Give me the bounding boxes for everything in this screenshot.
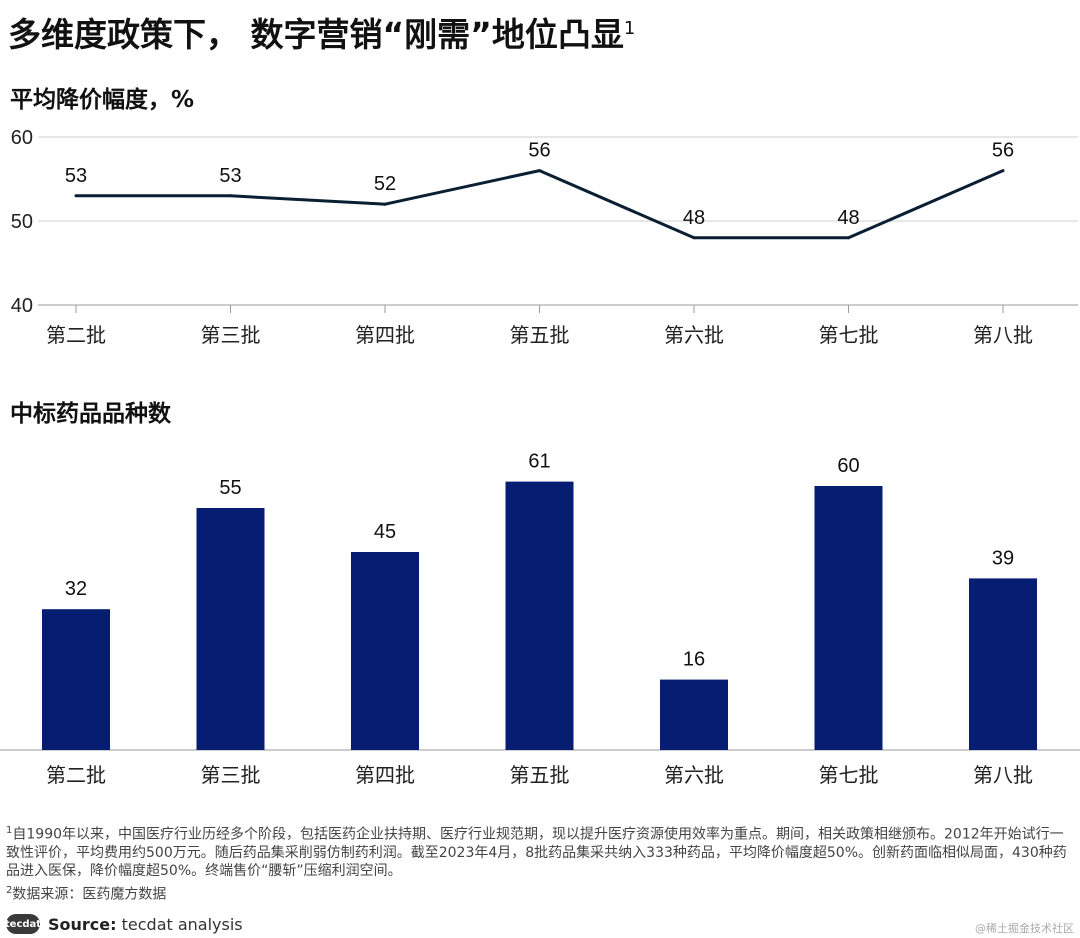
watermark: @稀土掘金技术社区 [975,922,1074,935]
x-tick-label: 第五批 [510,324,570,347]
x-tick-label: 第七批 [819,764,879,787]
x-tick-label: 第八批 [973,764,1033,787]
line-chart-title: 平均降价幅度，% [10,87,195,113]
page-title: 多维度政策下， 数字营销“刚需”地位凸显1 [8,8,635,56]
x-tick-label: 第五批 [510,764,570,787]
data-point [74,194,78,198]
footnote-2-mark: 2 [6,884,13,896]
x-tick-label: 第三批 [201,764,261,787]
data-point [538,169,541,173]
x-tick-label: 第二批 [46,324,106,347]
data-label: 61 [528,451,550,473]
footnote-2-text: 数据来源：医药魔方数据 [12,886,167,903]
footnote-1-mark: 1 [6,825,13,836]
data-label: 53 [65,165,87,187]
footnotes: 1自1990年以来，中国医疗行业历经多个阶段，包括医药企业扶持期、医疗行业规范期… [6,822,1076,903]
bar [196,508,265,750]
y-tick-label: 60 [11,127,33,149]
source-label: Source: [48,914,117,934]
x-tick-label: 第三批 [201,324,261,347]
data-label: 39 [992,547,1014,569]
data-label: 16 [683,649,705,671]
bar [969,578,1037,750]
data-label: 52 [374,173,396,195]
tecdat-logo: tecdat [5,914,41,934]
data-label: 32 [65,578,87,600]
data-point [1001,169,1005,173]
x-tick-label: 第六批 [664,324,724,347]
data-point [229,194,232,198]
bar [660,679,728,750]
title-footnote-mark: 1 [623,18,636,39]
data-label: 55 [219,477,241,499]
footnote-1-text: 自1990年以来，中国医疗行业历经多个阶段，包括医药企业扶持期、医疗行业规范期，… [6,826,1067,879]
bar [42,609,110,750]
x-tick-label: 第七批 [819,324,879,347]
bar [351,552,419,750]
data-label: 56 [528,140,550,162]
x-tick-label: 第二批 [46,764,106,787]
data-label: 48 [683,207,705,229]
data-label: 48 [837,207,859,229]
y-tick-label: 40 [11,295,33,317]
data-label: 53 [219,165,241,187]
source-text: tecdat analysis [121,914,243,934]
data-point [383,202,387,206]
data-point [847,236,850,240]
bar [505,481,574,750]
source-footer: tecdat Source: tecdat analysis [5,912,243,936]
footnote-2: 2数据来源：医药魔方数据 [6,882,1076,904]
source-line: Source: tecdat analysis [48,915,243,934]
bar-chart-title: 中标药品品种数 [10,401,171,427]
line-chart: 40 50 60 第二批 第三批 第四批 第五批 第六批 第七批 第八批 53 53 52 56 48 48 5… [11,127,1078,347]
data-point [692,236,696,240]
x-tick-label: 第四批 [355,764,415,787]
footnote-1: 1自1990年以来，中国医疗行业历经多个阶段，包括医药企业扶持期、医疗行业规范期… [6,822,1076,880]
x-tick-label: 第六批 [664,764,724,787]
title-text: 多维度政策下， 数字营销“刚需”地位凸显 [8,15,624,54]
data-label: 56 [992,140,1014,162]
x-tick-label: 第四批 [355,324,415,347]
bar [814,486,883,750]
data-label: 45 [374,521,396,543]
x-tick-label: 第八批 [973,324,1033,347]
bar-chart: 32 第二批 55 第三批 45 第四批 61 第五批 16 第六批 60 第七批 39 第八批 [0,451,1080,787]
y-tick-label: 50 [11,211,33,233]
data-label: 60 [837,455,859,477]
